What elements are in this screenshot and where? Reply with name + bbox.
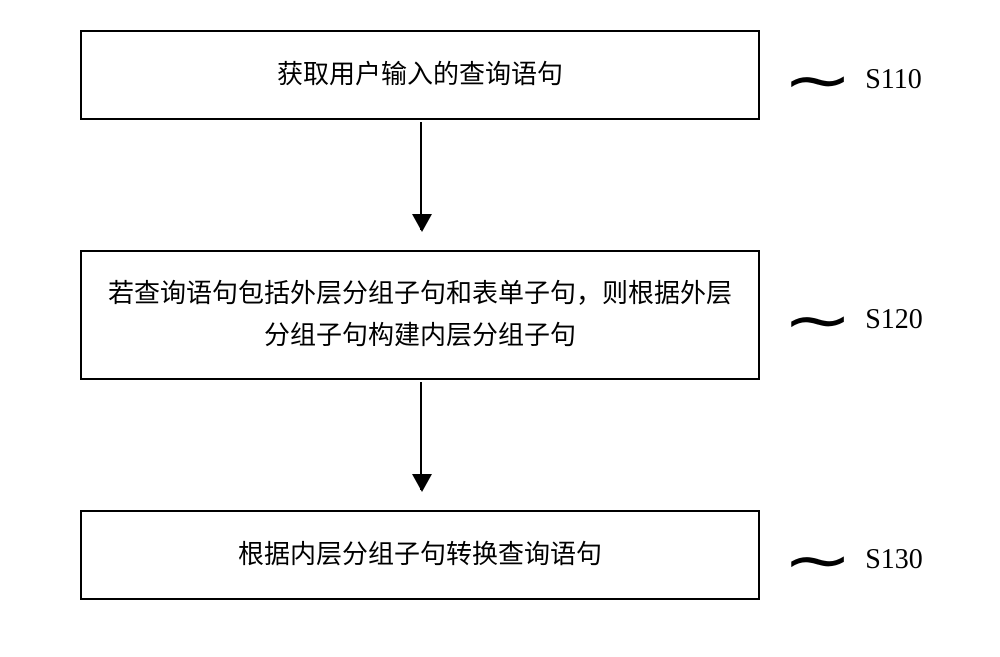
flowchart-step-2: 若查询语句包括外层分组子句和表单子句，则根据外层分组子句构建内层分组子句 [80,250,760,380]
arrow-2 [420,382,422,490]
step-text: 根据内层分组子句转换查询语句 [238,534,602,576]
step-label-connector-2: ∼ S120 [800,295,923,344]
flowchart-container: 获取用户输入的查询语句 ∼ S110 若查询语句包括外层分组子句和表单子句，则根… [80,30,920,630]
step-label: S110 [865,64,922,96]
step-label: S120 [865,304,923,336]
flowchart-step-3: 根据内层分组子句转换查询语句 [80,510,760,600]
step-label-connector-1: ∼ S110 [800,55,922,104]
tilde-icon: ∼ [782,283,852,357]
step-text: 若查询语句包括外层分组子句和表单子句，则根据外层分组子句构建内层分组子句 [102,273,738,356]
step-label: S130 [865,544,923,576]
tilde-icon: ∼ [782,523,852,597]
step-text: 获取用户输入的查询语句 [277,54,563,96]
step-label-connector-3: ∼ S130 [800,535,923,584]
arrow-1 [420,122,422,230]
flowchart-step-1: 获取用户输入的查询语句 [80,30,760,120]
tilde-icon: ∼ [782,43,852,117]
